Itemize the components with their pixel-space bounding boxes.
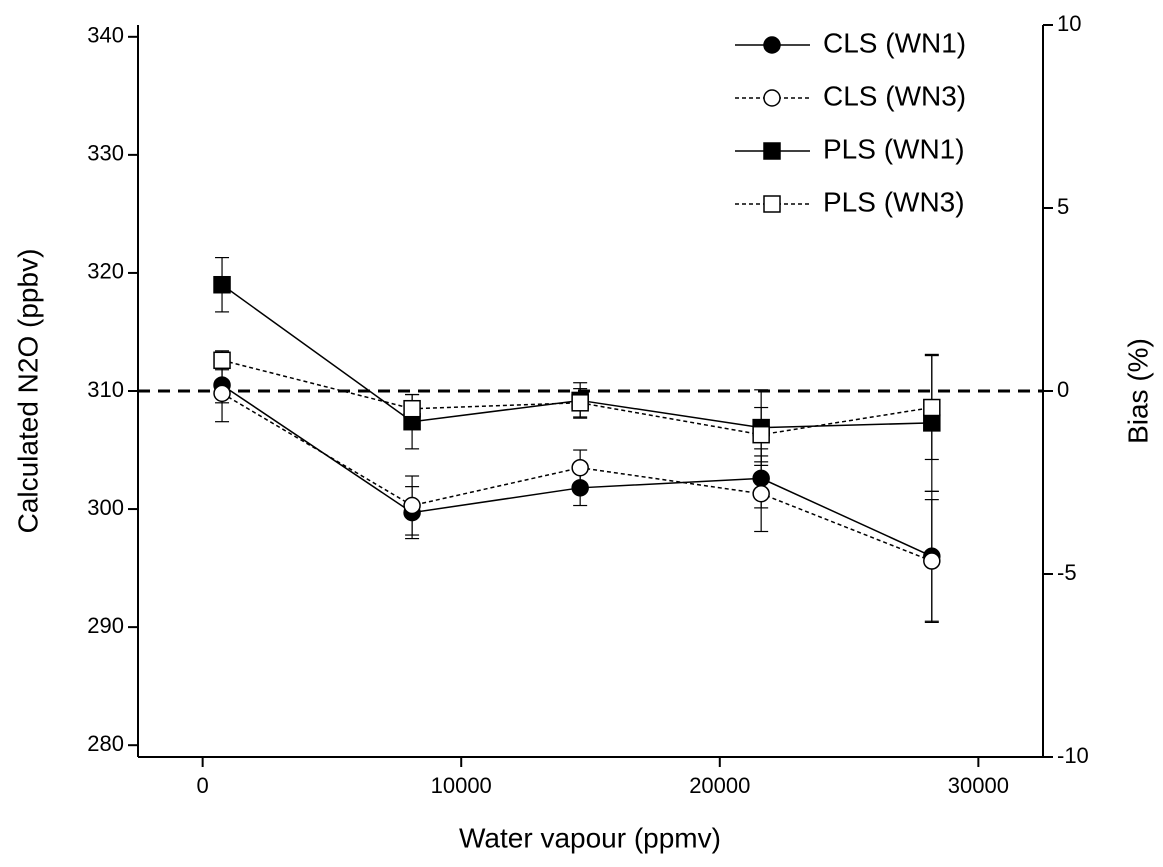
x-axis-title: Water vapour (ppmv) (459, 822, 721, 853)
legend-label: PLS (WN3) (823, 186, 965, 217)
legend-marker (763, 142, 781, 160)
y2-tick-label: 10 (1057, 11, 1081, 36)
y2-tick-label: -10 (1057, 743, 1089, 768)
y2-axis-title: Bias (%) (1122, 338, 1153, 444)
x-tick-label: 10000 (431, 773, 492, 798)
y-tick-label: 310 (87, 377, 124, 402)
data-point (403, 399, 421, 418)
legend-marker (763, 89, 781, 107)
x-tick-label: 20000 (689, 773, 750, 798)
y-axis-title: Calculated N2O (ppbv) (12, 249, 43, 534)
data-point (571, 458, 589, 477)
y-tick-label: 330 (87, 141, 124, 166)
legend-label: CLS (WN3) (823, 80, 966, 111)
data-point (213, 275, 231, 294)
y-tick-label: 280 (87, 731, 124, 756)
y-tick-label: 320 (87, 259, 124, 284)
x-tick-label: 30000 (948, 773, 1009, 798)
y2-tick-label: 5 (1057, 194, 1069, 219)
legend-marker (763, 36, 781, 54)
legend-label: CLS (WN1) (823, 27, 966, 58)
y-tick-label: 300 (87, 495, 124, 520)
data-point (752, 425, 770, 444)
legend-marker (763, 195, 781, 213)
data-point (923, 552, 941, 570)
y2-tick-label: 0 (1057, 377, 1069, 402)
data-point (213, 351, 231, 370)
data-point (403, 496, 421, 515)
y2-tick-label: -5 (1057, 560, 1077, 585)
data-point (752, 484, 770, 503)
data-point (571, 394, 589, 412)
x-tick-label: 0 (197, 773, 209, 798)
legend-label: PLS (WN1) (823, 133, 965, 164)
y-tick-label: 290 (87, 613, 124, 638)
data-point (213, 384, 231, 403)
data-point (923, 398, 941, 417)
y-tick-label: 340 (87, 23, 124, 48)
